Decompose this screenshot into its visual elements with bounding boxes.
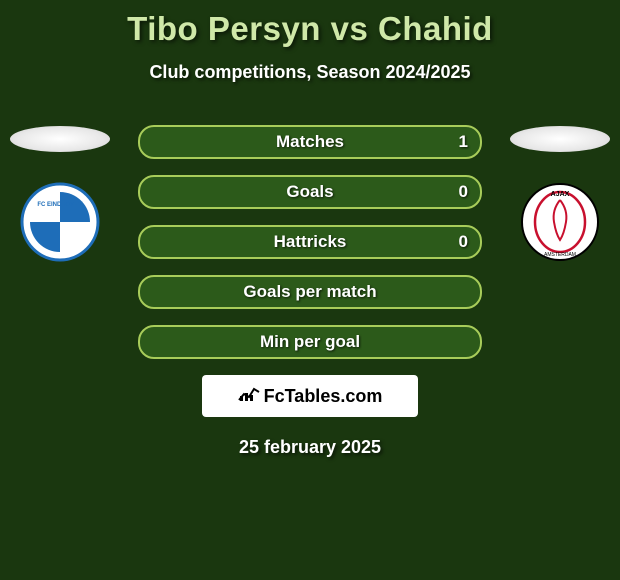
stat-row: Goals per match xyxy=(138,275,482,309)
team-badge-right: AJAX AMSTERDAM xyxy=(520,182,600,262)
stat-label: Min per goal xyxy=(260,332,360,352)
page-title: Tibo Persyn vs Chahid xyxy=(0,10,620,48)
stat-row: Hattricks 0 xyxy=(138,225,482,259)
stat-label: Goals xyxy=(286,182,333,202)
left-ellipse-shadow xyxy=(10,126,110,152)
branding-label: FcTables.com xyxy=(264,386,383,407)
chart-icon xyxy=(238,386,260,407)
stat-row: Min per goal xyxy=(138,325,482,359)
team-badge-left: FC EINDHOVEN xyxy=(20,182,100,262)
stat-row: Goals 0 xyxy=(138,175,482,209)
stat-value-right: 0 xyxy=(459,182,468,202)
stat-label: Hattricks xyxy=(274,232,347,252)
stat-value-right: 0 xyxy=(459,232,468,252)
branding-box[interactable]: FcTables.com xyxy=(202,375,418,417)
season-subtitle: Club competitions, Season 2024/2025 xyxy=(0,62,620,83)
svg-text:FC EINDHOVEN: FC EINDHOVEN xyxy=(37,202,82,208)
svg-text:AJAX: AJAX xyxy=(551,191,570,198)
stat-label: Matches xyxy=(276,132,344,152)
stat-row: Matches 1 xyxy=(138,125,482,159)
svg-text:AMSTERDAM: AMSTERDAM xyxy=(544,252,576,258)
comparison-date: 25 february 2025 xyxy=(0,437,620,458)
stat-label: Goals per match xyxy=(243,282,376,302)
stat-value-right: 1 xyxy=(459,132,468,152)
right-ellipse-shadow xyxy=(510,126,610,152)
